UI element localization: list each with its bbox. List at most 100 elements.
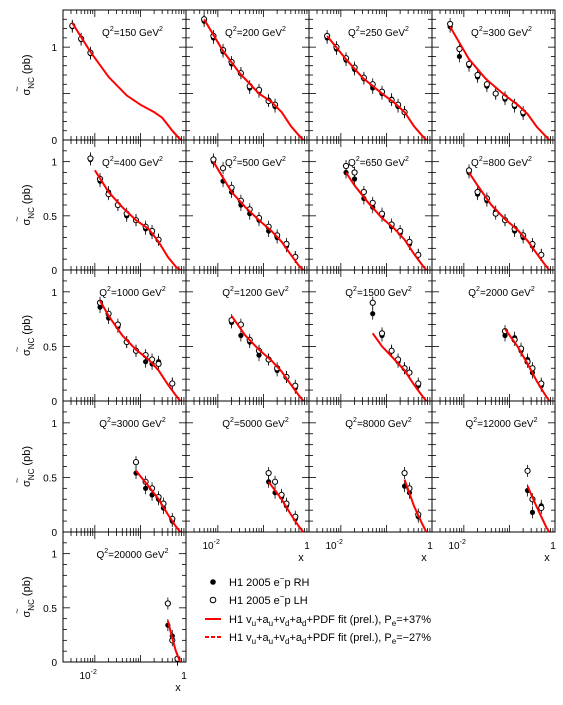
fit-curve xyxy=(212,161,304,271)
y-axis-label-text: σNC (pb) xyxy=(21,577,36,618)
fit-curve xyxy=(99,300,182,402)
y-tick-label: 0.5 xyxy=(43,212,57,223)
y-tick-label: 0 xyxy=(51,528,57,539)
fit-curve xyxy=(94,169,181,271)
y-axis-label-text: σNC (pb) xyxy=(21,315,36,356)
y-axis-label: σNC (pb)~ xyxy=(12,577,36,618)
panel-q2-1000: 0 0.5 1 Q2=1000 GeV2 xyxy=(43,269,187,408)
lh-point xyxy=(378,330,386,337)
rh-point xyxy=(370,311,376,317)
q2-value: =1500 xyxy=(357,288,388,299)
q2-value: =500 xyxy=(237,158,262,169)
panel-q2-1500: Q2=1500 GeV2 xyxy=(308,269,433,402)
y-tick-label: 1 xyxy=(51,550,57,561)
rh-point xyxy=(143,359,149,365)
q2-label-prefix: Q xyxy=(348,158,356,169)
ylabel-sigma: σ xyxy=(21,610,33,617)
q2-label-prefix: Q xyxy=(225,158,233,169)
fit-curve xyxy=(326,35,428,141)
y-tick-label: 1 xyxy=(51,43,57,54)
q2-value: =200 xyxy=(237,28,262,39)
y-axis-label-text: σNC (pb) xyxy=(21,446,36,487)
x-tick-label-1: 1 xyxy=(181,671,187,682)
fit-curve xyxy=(345,171,428,271)
legend-rh-marker xyxy=(210,579,216,585)
q2-label-prefix: Q xyxy=(225,28,233,39)
y-axis-label-text: σNC (pb) xyxy=(21,55,36,96)
ylabel-sub: NC xyxy=(27,77,36,89)
lh-point xyxy=(524,467,531,474)
panel-q2-300: Q2=300 GeV2 xyxy=(431,9,556,141)
x-axis-label: x xyxy=(175,682,181,694)
q2-value: =150 xyxy=(114,28,139,39)
fit-curve xyxy=(468,171,551,271)
q2-value: =300 xyxy=(483,28,508,39)
panel-q2-8000: Q2=8000 GeV2 xyxy=(308,400,433,533)
rh-point xyxy=(143,485,149,491)
legend-lh-marker xyxy=(209,596,217,604)
ylabel-sigma: σ xyxy=(21,480,33,487)
lh-point xyxy=(369,199,376,206)
ylabel-sigma: σ xyxy=(21,349,33,356)
legend-lh-label: H1 2005 e−p LH xyxy=(229,592,308,607)
ylabel-sub: NC xyxy=(27,468,36,480)
fit-curve xyxy=(371,332,428,402)
x-tick-label-10: 10 xyxy=(448,541,460,552)
q2-panel-label: Q2=1500 GeV2 xyxy=(345,286,412,299)
panel-q2-20000: 0 0.5 1 Q2=20000 GeV2 xyxy=(43,531,187,669)
q2-value: =1000 xyxy=(111,288,142,299)
q2-value: =5000 xyxy=(234,419,265,430)
panel-q2-2000: Q2=2000 GeV2 xyxy=(431,269,556,402)
ylabel-sub: NC xyxy=(27,599,36,611)
q2-panel-label: Q2=12000 GeV2 xyxy=(465,417,537,430)
q2-label-prefix: Q xyxy=(99,288,107,299)
lh-point xyxy=(492,210,499,217)
legend-fit-pos-label: H1 vu+au+vd+ad+PDF fit (prel.), Pe=+37% xyxy=(229,614,431,628)
fit-curve xyxy=(504,328,551,402)
x-tick-label: 10-2 xyxy=(448,539,465,552)
y-tick-label: 1 xyxy=(51,158,57,169)
q2-value: =250 xyxy=(360,28,385,39)
q2-panel-label: Q2=150 GeV2 xyxy=(102,26,163,39)
lh-point xyxy=(219,165,227,172)
lh-point xyxy=(132,459,140,466)
x-tick-label: 10-2 xyxy=(325,539,342,552)
ylabel-sub: NC xyxy=(27,337,36,349)
lh-point xyxy=(465,167,473,174)
fit-curve xyxy=(166,620,182,663)
fit-curve xyxy=(449,26,551,141)
lh-point xyxy=(447,20,454,28)
q2-panel-label: Q2=800 GeV2 xyxy=(471,156,532,169)
y-axis-label: σNC (pb)~ xyxy=(12,315,36,356)
ylabel-tilde: ~ xyxy=(12,608,22,613)
panel-q2-250: Q2=250 GeV2 xyxy=(308,9,433,141)
lh-point xyxy=(474,71,481,79)
ylabel-unit: (pb) xyxy=(21,446,33,469)
lh-point xyxy=(492,90,499,97)
legend-fit-neg-label: H1 vu+au+vd+ad+PDF fit (prel.), Pe=−27% xyxy=(229,632,431,646)
lh-point xyxy=(210,156,217,163)
y-tick-label: 1 xyxy=(51,288,57,299)
legend-rh-label: H1 2005 e−p RH xyxy=(229,574,310,589)
panel-q2-400: 0 0.5 1 Q2=400 GeV2 xyxy=(43,139,187,277)
x-tick-label-10: 10 xyxy=(79,671,91,682)
rh-point xyxy=(529,509,536,515)
ylabel-sub: NC xyxy=(27,207,36,219)
y-tick-label: 0 xyxy=(51,658,57,669)
ylabel-sigma: σ xyxy=(21,218,33,225)
q2-panel-label: Q2=1000 GeV2 xyxy=(99,286,166,299)
q2-panel-label: Q2=400 GeV2 xyxy=(102,156,163,169)
lh-point xyxy=(465,60,473,67)
ylabel-tilde: ~ xyxy=(12,86,22,91)
ylabel-unit: (pb) xyxy=(21,315,33,338)
q2-label-prefix: Q xyxy=(465,419,473,430)
y-tick-label: 1 xyxy=(51,419,57,430)
x-axis-label: x xyxy=(544,552,550,564)
fit-curve xyxy=(526,485,551,533)
ylabel-unit: (pb) xyxy=(21,55,33,78)
ylabel-tilde: ~ xyxy=(12,478,22,483)
lh-point xyxy=(369,299,376,306)
x-tick-label-1: 1 xyxy=(427,541,433,552)
q2-label-prefix: Q xyxy=(222,288,230,299)
